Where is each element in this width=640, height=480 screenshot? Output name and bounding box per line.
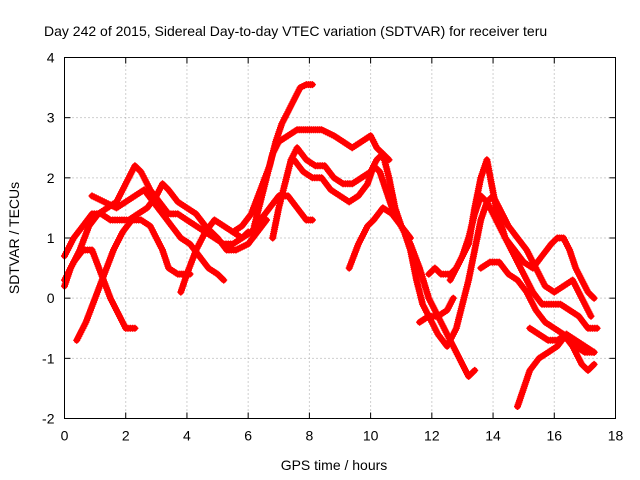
series-arc-14 xyxy=(446,156,601,332)
y-tick-label: 4 xyxy=(47,50,55,66)
x-tick-label: 2 xyxy=(122,428,130,444)
series-arc-15 xyxy=(477,258,598,374)
y-tick-label: 2 xyxy=(47,170,55,186)
y-tick-label: -2 xyxy=(42,411,55,427)
x-tick-label: 0 xyxy=(61,428,69,444)
x-tick-label: 6 xyxy=(244,428,252,444)
chart-title: Day 242 of 2015, Sidereal Day-to-day VTE… xyxy=(44,23,547,39)
series-markers xyxy=(250,126,393,230)
series-arc-9 xyxy=(250,126,393,230)
series-markers xyxy=(73,216,194,344)
x-tick-label: 16 xyxy=(546,428,562,444)
series-markers xyxy=(269,144,414,242)
x-tick-label: 14 xyxy=(485,428,501,444)
series-layer xyxy=(61,81,601,410)
series-markers xyxy=(345,204,479,380)
series-markers xyxy=(514,330,598,410)
y-axis-label: SDTVAR / TECUs xyxy=(6,182,22,294)
x-tick-label: 10 xyxy=(363,428,379,444)
x-tick-label: 12 xyxy=(424,428,440,444)
y-tick-label: -1 xyxy=(42,350,55,366)
y-tick-label: 3 xyxy=(47,110,55,126)
x-axis-label: GPS time / hours xyxy=(281,457,388,473)
x-tick-label: 4 xyxy=(183,428,191,444)
series-arc-2 xyxy=(73,216,194,344)
x-tick-label: 18 xyxy=(608,428,624,444)
series-arc-6 xyxy=(177,192,316,296)
series-arc-11 xyxy=(345,204,479,380)
x-tick-label: 8 xyxy=(305,428,313,444)
series-markers xyxy=(177,192,316,296)
series-markers xyxy=(446,156,601,332)
grid xyxy=(64,57,616,419)
series-arc-8 xyxy=(269,144,414,242)
series-arc-17 xyxy=(514,330,598,410)
y-tick-label: 1 xyxy=(47,230,55,246)
y-tick-label: 0 xyxy=(47,290,55,306)
